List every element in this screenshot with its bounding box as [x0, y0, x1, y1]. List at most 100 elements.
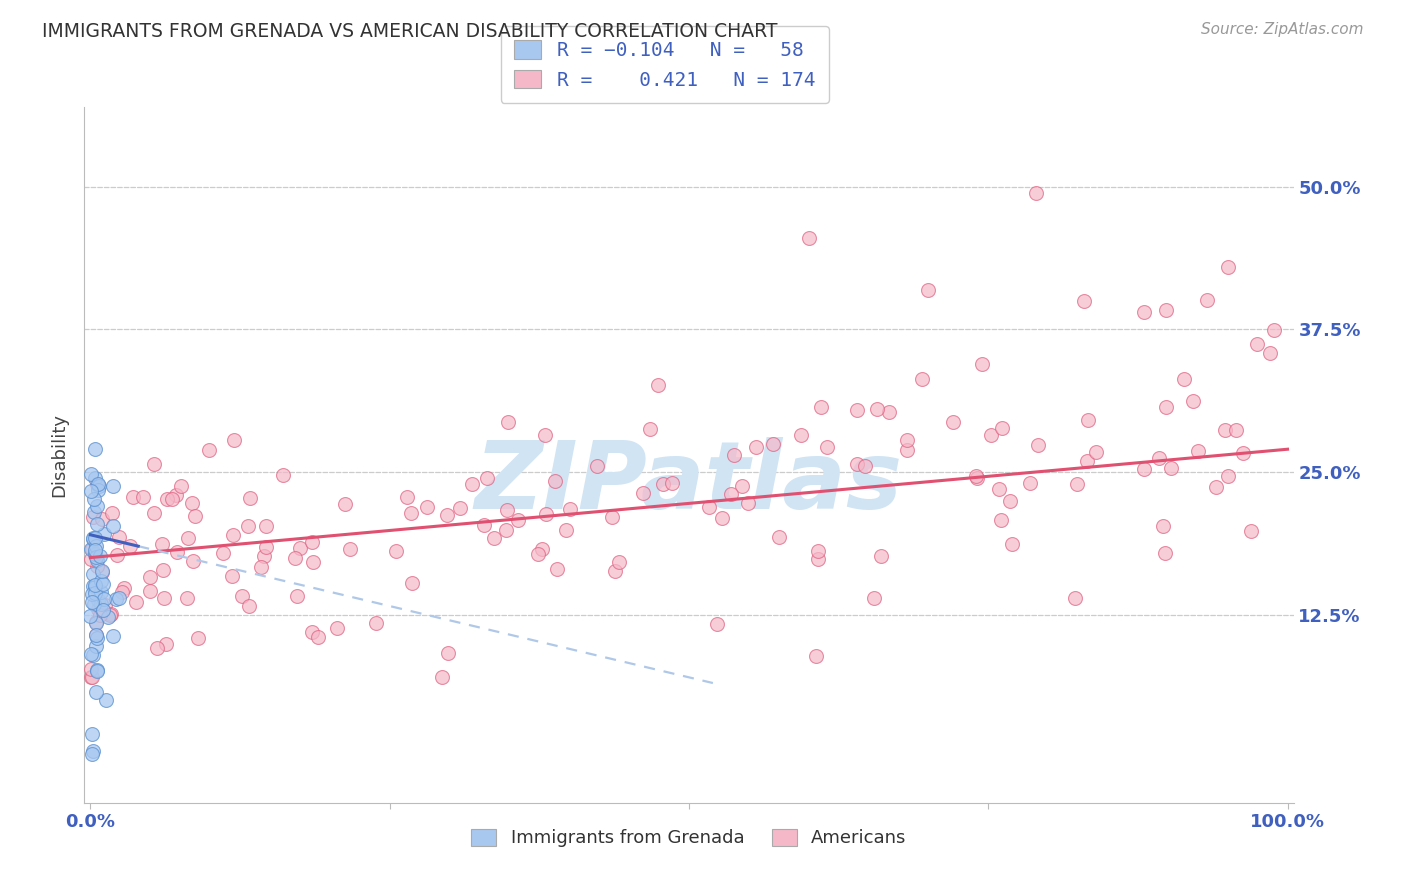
Point — [184, 508, 207, 523]
Point — [396, 490, 419, 504]
Point — [80, 542, 103, 557]
Point — [942, 415, 965, 429]
Point — [1260, 346, 1282, 360]
Point — [86, 664, 108, 678]
Point — [285, 589, 308, 603]
Point — [1232, 446, 1254, 460]
Point — [1225, 423, 1247, 437]
Point — [449, 500, 471, 515]
Point — [846, 403, 869, 417]
Point — [484, 531, 506, 545]
Point — [302, 556, 325, 570]
Point — [86, 664, 108, 678]
Point — [83, 531, 105, 545]
Point — [80, 747, 103, 761]
Point — [104, 592, 127, 607]
Point — [385, 544, 408, 558]
Point — [103, 629, 125, 643]
Point — [162, 491, 184, 506]
Point — [86, 517, 108, 532]
Point — [91, 565, 114, 579]
Point — [80, 541, 103, 556]
Point — [87, 592, 110, 607]
Point — [231, 589, 253, 603]
Point — [855, 459, 877, 474]
Point — [83, 547, 105, 561]
Point — [146, 640, 169, 655]
Point — [100, 607, 122, 621]
Point — [84, 640, 107, 654]
Point — [155, 637, 177, 651]
Point — [84, 627, 107, 641]
Point — [307, 630, 329, 644]
Point — [84, 580, 107, 594]
Point — [472, 518, 495, 533]
Point — [475, 470, 498, 484]
Point — [1246, 337, 1268, 351]
Point — [156, 491, 179, 506]
Point — [111, 585, 134, 599]
Point — [1133, 305, 1156, 319]
Point — [150, 536, 173, 550]
Point — [103, 479, 125, 493]
Point — [89, 549, 111, 563]
Point — [496, 503, 519, 517]
Point — [83, 505, 105, 519]
Point — [86, 552, 108, 566]
Point — [93, 592, 115, 607]
Text: IMMIGRANTS FROM GRENADA VS AMERICAN DISABILITY CORRELATION CHART: IMMIGRANTS FROM GRENADA VS AMERICAN DISA… — [42, 22, 778, 41]
Point — [910, 372, 932, 386]
Point — [86, 559, 108, 574]
Point — [82, 648, 104, 663]
Point — [762, 436, 785, 450]
Point — [631, 486, 654, 500]
Point — [80, 552, 103, 566]
Point — [86, 632, 108, 646]
Point — [863, 591, 886, 605]
Point — [132, 490, 155, 504]
Point — [544, 474, 567, 488]
Point — [82, 510, 104, 524]
Point — [253, 549, 276, 563]
Point — [238, 599, 260, 614]
Point — [866, 401, 889, 416]
Point — [91, 577, 114, 591]
Point — [84, 471, 107, 485]
Point — [83, 598, 105, 612]
Point — [1156, 302, 1178, 317]
Point — [810, 401, 832, 415]
Point — [586, 458, 609, 473]
Point — [222, 528, 245, 542]
Y-axis label: Disability: Disability — [51, 413, 69, 497]
Point — [221, 568, 243, 582]
Point — [187, 632, 209, 646]
Point — [101, 519, 124, 533]
Point — [1025, 186, 1047, 200]
Point — [1066, 476, 1088, 491]
Point — [461, 477, 484, 491]
Point — [153, 591, 176, 605]
Point — [80, 727, 103, 741]
Point — [401, 576, 423, 591]
Point — [998, 494, 1021, 508]
Point — [93, 527, 115, 541]
Point — [495, 523, 517, 537]
Point — [86, 477, 108, 491]
Point — [1147, 451, 1170, 466]
Point — [236, 518, 259, 533]
Point — [90, 512, 112, 526]
Point — [972, 358, 994, 372]
Point — [94, 598, 117, 612]
Point — [1197, 293, 1219, 308]
Point — [84, 549, 107, 564]
Point — [288, 541, 311, 555]
Point — [737, 496, 759, 510]
Point — [1064, 591, 1087, 606]
Point — [87, 602, 110, 616]
Point — [647, 378, 669, 392]
Point — [437, 646, 460, 660]
Point — [1085, 445, 1108, 459]
Point — [90, 597, 112, 611]
Point — [877, 405, 900, 419]
Point — [415, 500, 437, 514]
